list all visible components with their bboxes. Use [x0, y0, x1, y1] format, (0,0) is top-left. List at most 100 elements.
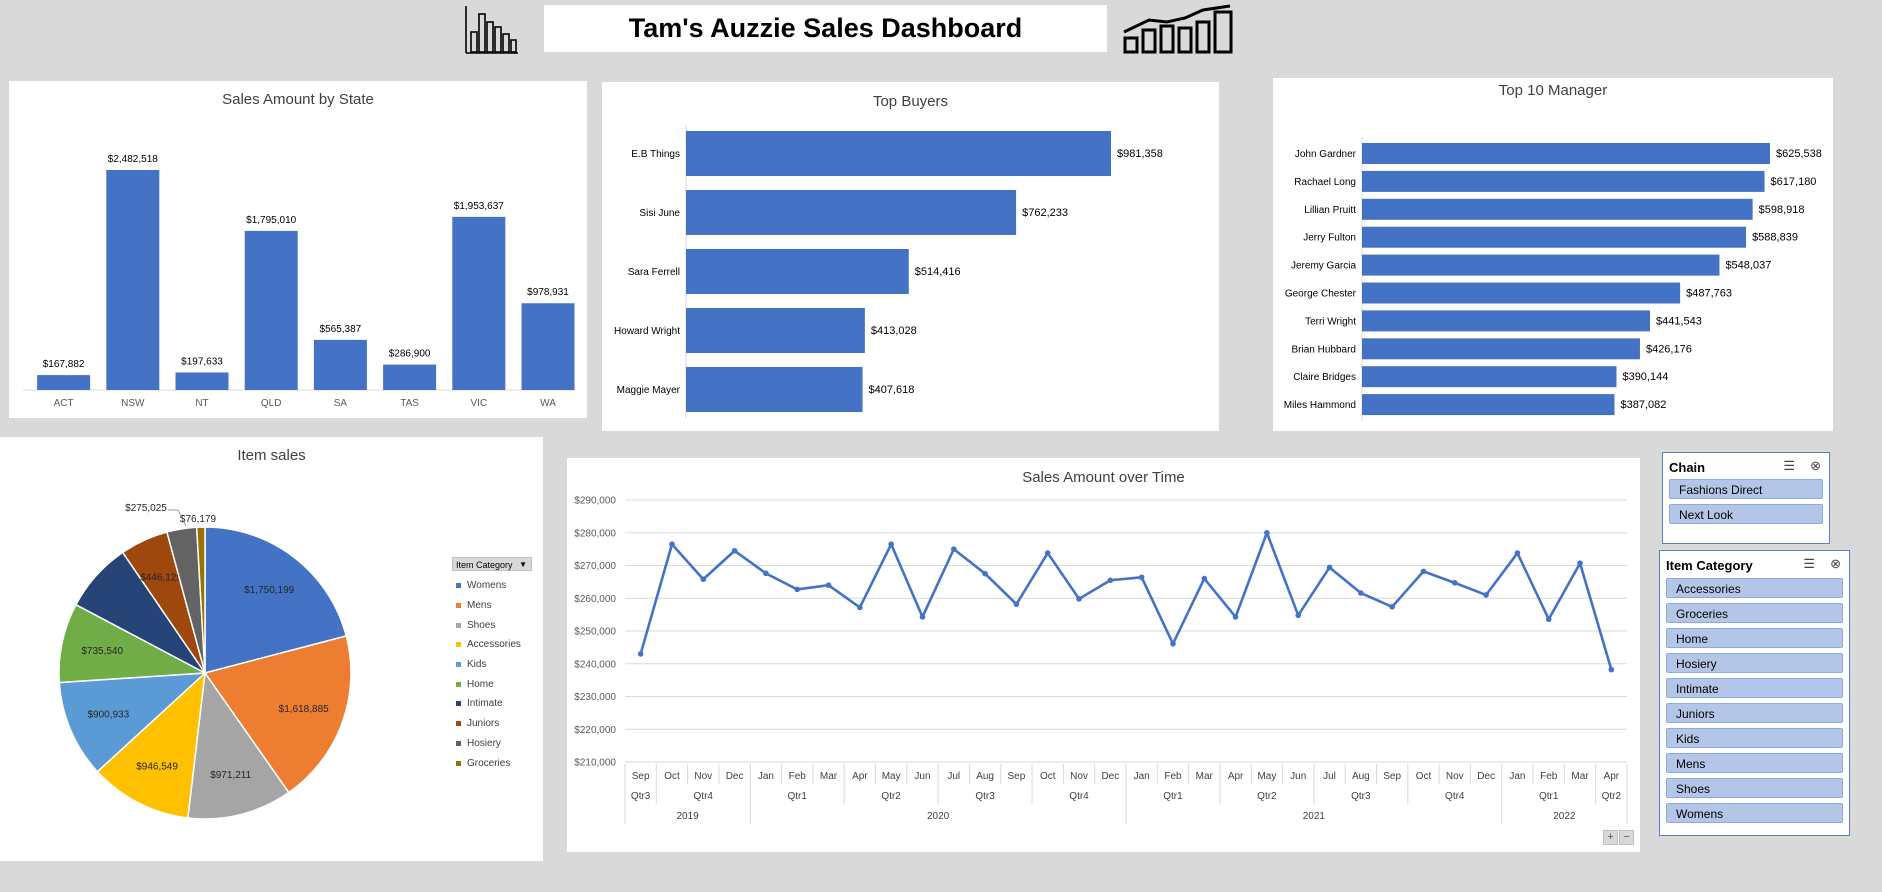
month-label: Dec [726, 771, 744, 782]
chart-title: Sales Amount over Time [1022, 469, 1185, 486]
sales-over-time-plot: $210,000 $220,000 $230,000 $240,000 $250,000… [574, 496, 1628, 824]
slicer-item[interactable]: Womens [1666, 803, 1843, 823]
legend-label: Womens [467, 580, 507, 592]
data-label: $1,750,199 [244, 585, 294, 596]
category-label: WA [540, 398, 556, 409]
slicer-item[interactable]: Accessories [1666, 578, 1843, 598]
category-label: Howard Wright [614, 326, 680, 337]
data-point [857, 604, 863, 611]
month-label: Mar [1196, 771, 1214, 782]
legend-filter-button[interactable]: Item Category ▼ [452, 557, 532, 571]
data-label: $197,633 [181, 356, 223, 367]
slicer-item[interactable]: Shoes [1666, 778, 1843, 798]
pie-slice [58, 672, 208, 773]
data-label: $446,125 [140, 573, 182, 584]
legend-item: Intimate [456, 694, 521, 714]
bar [1362, 394, 1615, 416]
month-label: Dec [1101, 771, 1119, 782]
data-label: $167,882 [43, 359, 85, 370]
data-label: $441,543 [1656, 315, 1702, 327]
y-tick-label: $270,000 [574, 561, 616, 572]
month-label: Nov [1446, 771, 1464, 782]
slicer-item[interactable]: Next Look [1669, 504, 1823, 524]
month-label: Jul [1323, 771, 1336, 782]
bar [521, 303, 575, 390]
slicer-item[interactable]: Groceries [1666, 603, 1843, 623]
bar [383, 364, 437, 390]
data-point [1295, 612, 1302, 619]
collapse-button[interactable]: − [1619, 830, 1634, 845]
data-label: $617,180 [1771, 176, 1817, 188]
data-point [1264, 529, 1270, 536]
clear-filter-icon[interactable]: ⊗ [1830, 556, 1841, 571]
expand-button[interactable]: + [1603, 830, 1618, 845]
slicer-item[interactable]: Intimate [1666, 678, 1843, 698]
month-label: Nov [1070, 771, 1088, 782]
month-label: Oct [1040, 771, 1056, 782]
slicer-item[interactable]: Mens [1666, 753, 1843, 773]
bar [1362, 282, 1681, 304]
chart-title: Top 10 Manager [1498, 82, 1608, 99]
category-label: VIC [470, 398, 487, 409]
bar [313, 339, 367, 390]
bar [37, 375, 91, 390]
series-line [639, 531, 1613, 671]
quarter-label: Qtr3 [1351, 791, 1371, 802]
multi-select-icon[interactable]: ☰ [1803, 556, 1815, 571]
slicer-title: Chain [1669, 460, 1706, 475]
data-label: $762,233 [1022, 207, 1068, 219]
bar [1362, 143, 1770, 164]
slicer-item[interactable]: Home [1666, 628, 1843, 648]
category-label: Jerry Fulton [1303, 233, 1356, 244]
category-label: TAS [400, 398, 419, 409]
slicer-title: Item Category [1666, 558, 1753, 573]
data-label: $286,900 [389, 349, 431, 360]
data-point [1420, 568, 1427, 575]
item-sales-plot: $1,750,199 $1,618,885 $971,211 $946,549 $900… [58, 503, 352, 820]
pie-slice [204, 526, 348, 674]
month-label: Nov [694, 771, 712, 782]
slicer-item[interactable]: Kids [1666, 728, 1843, 748]
data-label: $407,618 [869, 384, 915, 396]
legend-item: Hosiery [456, 734, 521, 754]
legend-item: Kids [456, 655, 521, 675]
month-label: Jun [1290, 771, 1306, 782]
month-label: Jul [947, 771, 960, 782]
category-label: Miles Hammond [1284, 400, 1356, 411]
multi-select-icon[interactable]: ☰ [1783, 458, 1795, 473]
legend-swatch [456, 681, 461, 687]
item-sales-chart: Item sales $1,750,199 $1,618,885 $971,211 $… [0, 437, 543, 861]
category-label: Sisi June [639, 208, 680, 219]
data-label: $625,538 [1776, 148, 1822, 160]
data-point [1138, 574, 1145, 581]
slicer-item[interactable]: Fashions Direct [1669, 479, 1823, 499]
legend-item: Home [456, 674, 521, 694]
legend-swatch [456, 760, 461, 766]
category-label: Maggie Mayer [617, 385, 681, 396]
legend-swatch [456, 642, 461, 648]
data-label: $514,416 [915, 266, 961, 278]
bar [686, 249, 909, 294]
slicer-item[interactable]: Juniors [1666, 703, 1843, 723]
legend-title: Item Category [456, 560, 513, 570]
bar [175, 372, 229, 390]
month-label: Sep [1383, 771, 1401, 782]
slicer-item[interactable]: Hosiery [1666, 653, 1843, 673]
legend-label: Shoes [467, 619, 496, 631]
chain-slicer: Chain ☰ ⊗ Fashions Direct Next Look [1662, 452, 1830, 544]
data-point [982, 570, 988, 577]
clear-filter-icon[interactable]: ⊗ [1810, 458, 1821, 473]
quarter-label: Qtr4 [1069, 791, 1089, 802]
data-point [950, 546, 957, 552]
data-label: $390,144 [1622, 371, 1668, 383]
month-label: Feb [789, 771, 807, 782]
category-label: Sara Ferrell [628, 267, 680, 278]
bar [686, 308, 865, 353]
data-point [1201, 575, 1208, 582]
bar [1362, 310, 1650, 332]
quarter-label: Qtr2 [1602, 791, 1622, 802]
bar [244, 230, 298, 390]
quarter-label: Qtr3 [631, 791, 651, 802]
y-tick-label: $280,000 [574, 528, 616, 539]
legend-item: Juniors [456, 714, 521, 734]
